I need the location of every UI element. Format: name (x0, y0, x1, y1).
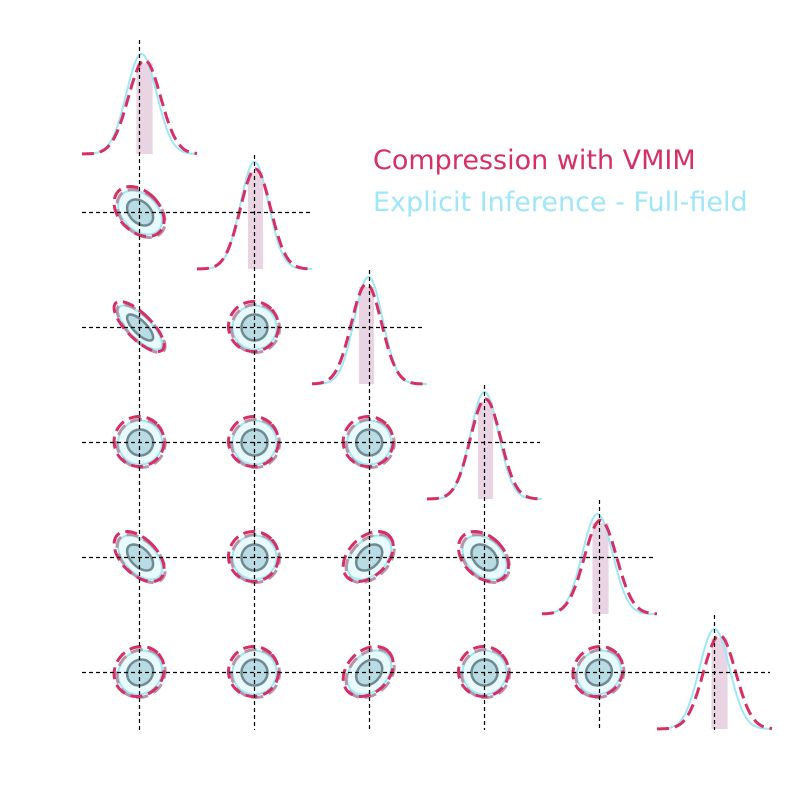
contour-vmim-outer-hi-p5-6 (571, 644, 625, 699)
sigma-band-5 (592, 523, 609, 614)
contour-vmim-outer-hi-p1-2 (112, 184, 166, 239)
marginal-vmim-5 (541, 518, 658, 616)
contour-vmim-outer-hi-p2-3 (227, 300, 280, 353)
sigma-band-2 (247, 172, 264, 269)
contour-core-p2-6 (240, 658, 269, 687)
contour-core-p5-6 (584, 658, 614, 687)
marginal-vmim-2 (197, 167, 312, 271)
contour-vmim-outer-hi-p4-5 (456, 529, 511, 584)
marginal-vmim-4 (427, 397, 542, 501)
contour-vmim-outer-hi-p2-4 (227, 415, 280, 468)
sigma-band-3 (358, 287, 375, 384)
contour-vmim-outer-hi-p3-4 (341, 415, 395, 468)
legend-entry-vmim: Compression with VMIM (373, 145, 696, 176)
contour-vmim-outer-hi-p2-6 (227, 645, 280, 698)
contour-vmim-outer-hi-p1-4 (112, 415, 166, 468)
sigma-band-1 (136, 63, 153, 154)
sigma-band-4 (477, 402, 494, 499)
contour-vmim-outer-hi-p4-6 (457, 645, 510, 698)
contour-vmim-outer-hi-p1-5 (112, 529, 166, 584)
marginal-vmim-3 (312, 282, 427, 386)
contour-core-p2-3 (240, 313, 269, 342)
legend-entry-explicit: Explicit Inference - Full-field (373, 187, 748, 218)
contour-vmim-outer-hi-p2-5 (227, 530, 280, 583)
contour-vmim-outer-hi-p1-6 (112, 644, 166, 699)
sigma-band-6 (711, 638, 728, 729)
contour-vmim-outer-hi-p3-6 (341, 644, 395, 699)
contour-vmim-outer-hi-p1-3 (112, 300, 166, 353)
